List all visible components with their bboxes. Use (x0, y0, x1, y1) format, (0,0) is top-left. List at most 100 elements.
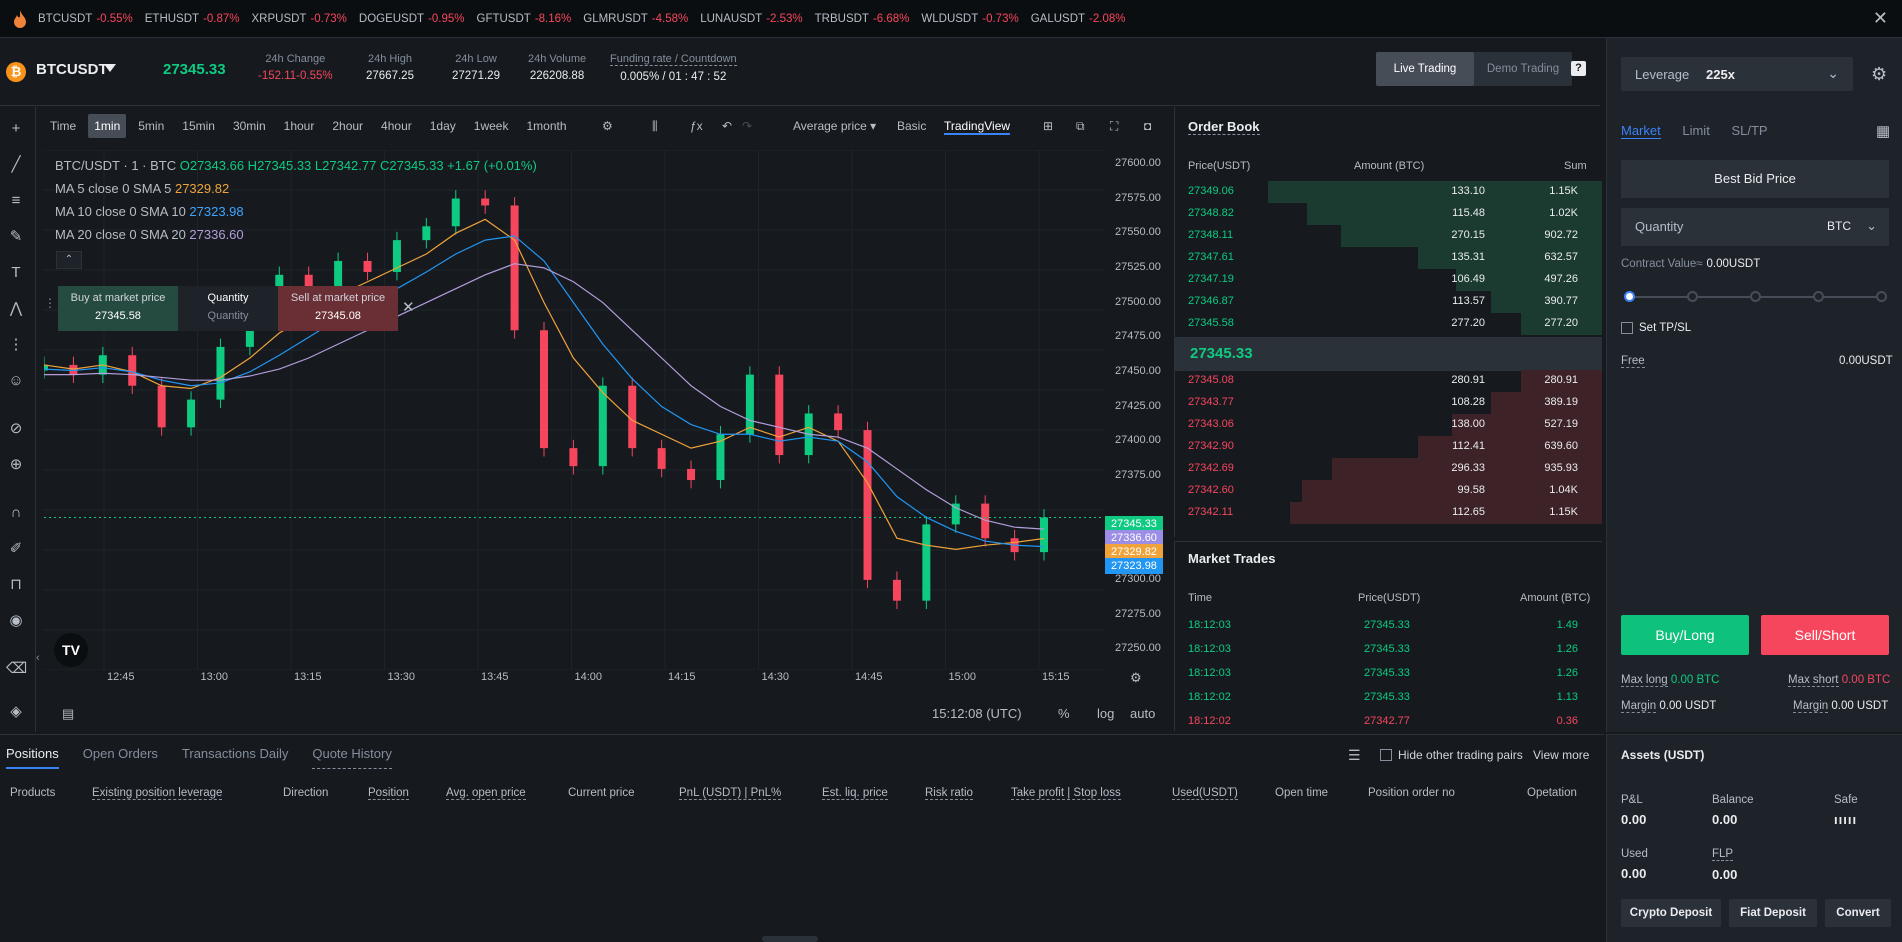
order-book-row[interactable]: 27343.77 108.28 389.19 (1174, 392, 1602, 414)
pair-selector[interactable]: BTCUSDT (36, 61, 108, 78)
ticker-item[interactable]: GLMRUSDT -4.58% (583, 13, 688, 25)
order-book-row[interactable]: 27349.06 133.10 1.15K (1174, 181, 1602, 203)
eye-icon[interactable]: ◉ (9, 612, 23, 629)
timeframe-1min[interactable]: 1min (88, 114, 127, 138)
zoom-in-icon[interactable]: ⊕ (9, 456, 23, 473)
slider-step-dot[interactable] (1624, 291, 1635, 302)
collapse-toolbar-icon[interactable]: ‹ (36, 652, 40, 664)
caret-down-icon[interactable] (104, 64, 116, 72)
best-bid-price-field[interactable]: Best Bid Price (1621, 160, 1889, 198)
timeframe-time[interactable]: Time (50, 119, 77, 133)
close-ticker-icon[interactable]: ✕ (1872, 8, 1888, 28)
fib-icon[interactable]: ⋮ (8, 336, 24, 353)
timeframe-1week[interactable]: 1week (473, 119, 509, 133)
magnet-icon[interactable]: ∩ (10, 504, 22, 521)
popout-icon[interactable]: ⧉ (1076, 119, 1085, 133)
price-mode-dropdown[interactable]: Average price ▾ (793, 119, 877, 133)
order-book-row[interactable]: 27345.08 280.91 280.91 (1174, 370, 1602, 392)
quick-quantity-input[interactable]: Quantity Quantity (178, 286, 278, 331)
calculator-icon[interactable]: ▦ (1876, 123, 1891, 140)
tab-sltp[interactable]: SL/TP (1731, 123, 1768, 138)
timeframe-1hour[interactable]: 1hour (283, 119, 315, 133)
log-scale-toggle[interactable]: log (1097, 706, 1115, 721)
order-book-row[interactable]: 27347.61 135.31 632.57 (1174, 247, 1602, 269)
order-book-row[interactable]: 27345.58 277.20 277.20 (1174, 313, 1602, 335)
crosshair-icon[interactable]: + (11, 120, 21, 137)
timeframe-30min[interactable]: 30min (232, 119, 266, 133)
live-trading-button[interactable]: Live Trading (1376, 52, 1474, 86)
ticker-item[interactable]: DOGEUSDT -0.95% (359, 13, 465, 25)
indicators-icon[interactable]: ƒx (690, 119, 703, 133)
ticker-item[interactable]: WLDUSDT -0.73% (921, 13, 1018, 25)
calendar-icon[interactable]: ▤ (62, 706, 75, 721)
fiat-deposit-button[interactable]: Fiat Deposit (1729, 899, 1817, 927)
slider-step-dot[interactable] (1750, 291, 1761, 302)
horizontal-lines-icon[interactable]: ≡ (11, 192, 21, 209)
view-more-link[interactable]: View more (1533, 748, 1590, 762)
emoji-icon[interactable]: ☺ (8, 372, 24, 389)
order-book-row[interactable]: 27342.69 296.33 935.93 (1174, 458, 1602, 480)
text-tool-icon[interactable]: T (11, 264, 21, 281)
ticker-item[interactable]: LUNAUSDT -2.53% (700, 13, 802, 25)
percent-scale-toggle[interactable]: % (1058, 706, 1070, 721)
resize-handle[interactable] (762, 936, 818, 942)
order-book-row[interactable]: 27348.82 115.48 1.02K (1174, 203, 1602, 225)
view-tradingview-tab[interactable]: TradingView (944, 119, 1011, 135)
order-book-row[interactable]: 27348.11 270.15 902.72 (1174, 225, 1602, 247)
order-book-row[interactable]: 27346.87 113.57 390.77 (1174, 291, 1602, 313)
tab-transactions-daily[interactable]: Transactions Daily (181, 746, 289, 761)
slider-step-dot[interactable] (1813, 291, 1824, 302)
hide-other-pairs-checkbox[interactable]: Hide other trading pairs (1380, 748, 1523, 762)
trend-line-icon[interactable]: ╱ (11, 156, 21, 173)
timeframe-5min[interactable]: 5min (138, 119, 165, 133)
ticker-item[interactable]: GFTUSDT -8.16% (477, 13, 572, 25)
ticker-item[interactable]: BTCUSDT -0.55% (38, 13, 133, 25)
undo-icon[interactable]: ↶ (722, 119, 733, 133)
candle-type-icon[interactable]: ⫼ (652, 119, 658, 133)
sell-at-market-button[interactable]: Sell at market price 27345.08 (278, 286, 398, 331)
trash-icon[interactable]: ⌫ (6, 660, 28, 677)
timeframe-4hour[interactable]: 4hour (381, 119, 412, 133)
ticker-item[interactable]: GALUSDT -2.08% (1031, 13, 1126, 25)
auto-scale-toggle[interactable]: auto (1130, 706, 1156, 721)
set-tpsl-checkbox[interactable]: Set TP/SL (1621, 322, 1691, 334)
chart-settings-icon[interactable]: ⚙ (1130, 670, 1142, 685)
sell-short-button[interactable]: Sell/Short (1761, 615, 1889, 655)
filter-list-icon[interactable]: ☰ (1348, 747, 1361, 763)
buy-at-market-button[interactable]: Buy at market price 27345.58 (58, 286, 178, 331)
pattern-icon[interactable]: ⋀ (9, 300, 23, 317)
layers-icon[interactable]: ◈ (10, 703, 22, 720)
close-quick-trade-icon[interactable]: ✕ (402, 299, 415, 316)
crypto-deposit-button[interactable]: Crypto Deposit (1621, 899, 1721, 927)
settings-gear-icon[interactable]: ⚙ (1871, 64, 1888, 84)
buy-long-button[interactable]: Buy/Long (1621, 615, 1749, 655)
convert-button[interactable]: Convert (1825, 899, 1891, 927)
ruler-icon[interactable]: ⊘ (9, 420, 23, 437)
tab-quote-history[interactable]: Quote History (312, 746, 392, 769)
order-book-row[interactable]: 27342.11 112.65 1.15K (1174, 502, 1602, 524)
slider-step-dot[interactable] (1687, 291, 1698, 302)
timeframe-2hour[interactable]: 2hour (332, 119, 364, 133)
lock-drawing-icon[interactable]: ✐ (9, 540, 23, 557)
view-basic-tab[interactable]: Basic (897, 119, 927, 133)
indicator-settings-icon[interactable]: ⚙ (602, 119, 613, 133)
brush-icon[interactable]: ✎ (9, 228, 23, 245)
lock-icon[interactable]: ⊓ (10, 576, 22, 593)
leverage-selector[interactable]: Leverage 225x ⌄ (1621, 57, 1853, 91)
order-book-row[interactable]: 27342.60 99.58 1.04K (1174, 480, 1602, 502)
ticker-item[interactable]: TRBUSDT -6.68% (815, 13, 910, 25)
layout-icon[interactable]: ⊞ (1043, 119, 1054, 133)
timeframe-1month[interactable]: 1month (526, 119, 567, 133)
price-chart[interactable] (44, 150, 1104, 670)
timeframe-1day[interactable]: 1day (429, 119, 456, 133)
tab-market[interactable]: Market (1621, 123, 1661, 139)
order-book-row[interactable]: 27343.06 138.00 527.19 (1174, 414, 1602, 436)
ticker-item[interactable]: ETHUSDT -0.87% (145, 13, 240, 25)
ticker-item[interactable]: XRPUSDT -0.73% (252, 13, 347, 25)
quantity-field[interactable]: Quantity BTC ⌄ (1621, 208, 1889, 246)
demo-trading-button[interactable]: Demo Trading (1486, 63, 1560, 75)
tab-limit[interactable]: Limit (1682, 123, 1710, 138)
order-book-row[interactable]: 27347.19 106.49 497.26 (1174, 269, 1602, 291)
collapse-legend-button[interactable]: ⌃ (56, 251, 82, 269)
help-icon[interactable]: ? (1571, 61, 1586, 76)
